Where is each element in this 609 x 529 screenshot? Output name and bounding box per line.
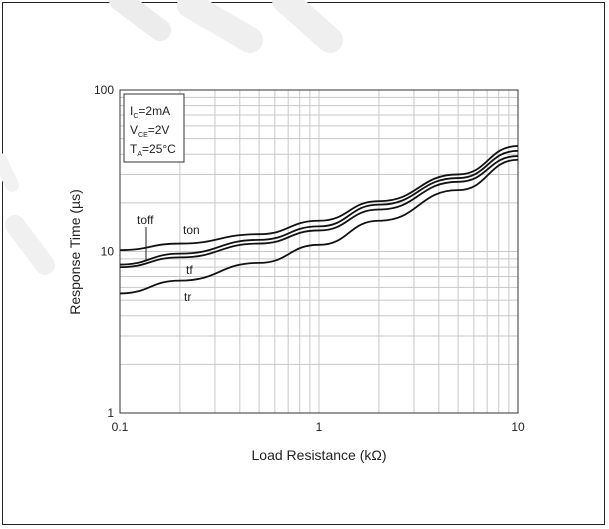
y-axis-label: Response Time (µs) (67, 189, 83, 315)
plot-area-border (119, 89, 519, 414)
series-label-ton: ton (183, 223, 200, 237)
y-tick-label: 10 (101, 245, 115, 259)
series-line-toff (119, 149, 519, 266)
y-tick-label: 1 (107, 406, 114, 420)
condition-ic: IC=2mA (130, 104, 170, 120)
x-axis-label: Load Resistance (kΩ) (252, 447, 387, 463)
conditions-box: IC=2mA VCE=2V TA=25°C (123, 93, 185, 163)
condition-ta: TA=25°C (130, 142, 176, 158)
series-label-toff: toff (137, 213, 154, 227)
y-tick-label: 100 (94, 83, 114, 97)
x-tick-label: 0.1 (112, 420, 129, 434)
x-tick-label: 1 (316, 420, 323, 434)
series-label-tf: tf (186, 263, 193, 277)
series-line-tf (119, 155, 519, 269)
series-line-ton (119, 145, 519, 252)
x-tick-label: 10 (511, 420, 525, 434)
series-label-tr: tr (184, 290, 191, 304)
condition-vce: VCE=2V (130, 123, 169, 139)
grid (120, 90, 518, 413)
series-line-tr (119, 158, 519, 295)
series-labels: toff ton tf tr (137, 213, 200, 304)
series-layer (119, 145, 519, 295)
